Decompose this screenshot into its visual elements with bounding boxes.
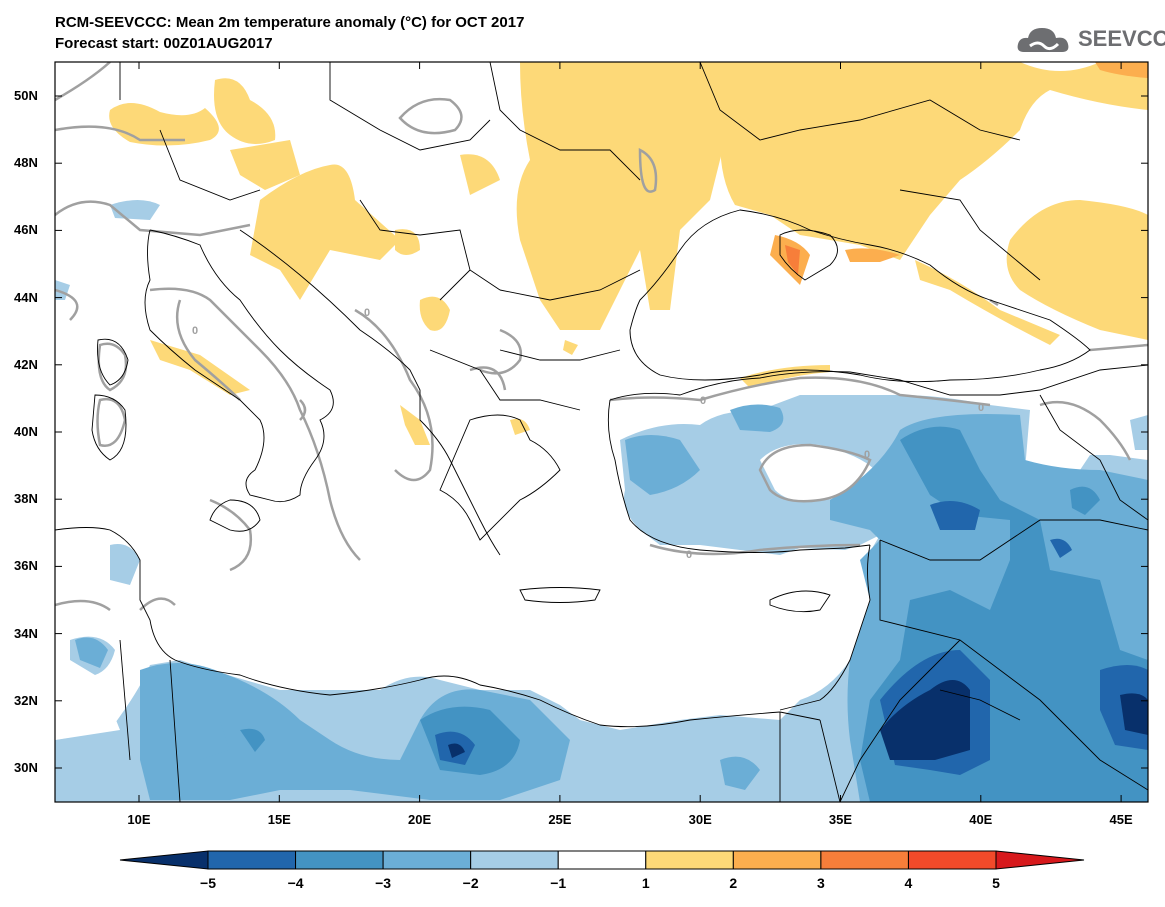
- colorbar-segment: [382, 850, 472, 870]
- colorbar-label: −4: [287, 875, 304, 891]
- latitude-label: 38N: [14, 491, 38, 507]
- seevccc-logo: SEEVCCC: [1016, 22, 1165, 58]
- colorbar-label: 2: [729, 875, 738, 891]
- coastlines: [55, 62, 1148, 802]
- colorbar-segment: [470, 850, 559, 870]
- colorbar-label: 4: [904, 875, 913, 891]
- zero-contours: [55, 62, 1148, 612]
- longitude-label: 25E: [548, 812, 572, 827]
- colorbar-label: −2: [462, 875, 479, 891]
- colorbar: [119, 850, 1085, 870]
- latitude-label: 48N: [14, 155, 38, 171]
- longitude-label: 40E: [969, 812, 993, 827]
- longitude-label: 35E: [828, 812, 853, 827]
- longitude-label: 20E: [408, 812, 432, 827]
- longitude-label: 30E: [688, 812, 712, 827]
- cold-5-areas: [448, 680, 1148, 760]
- contour-label: 0: [864, 449, 870, 461]
- latitude-label: 36N: [14, 558, 38, 574]
- latitude-label: 32N: [14, 692, 38, 708]
- colorbar-label: 3: [816, 875, 825, 891]
- colorbar-segment: [207, 850, 297, 870]
- title-line-2: Forecast start: 00Z01AUG2017: [55, 35, 273, 52]
- longitude-label: 15E: [267, 812, 291, 827]
- colorbar-label: 5: [992, 875, 1000, 891]
- colorbar-segment: [820, 850, 909, 870]
- colorbar-segment: [907, 850, 997, 870]
- colorbar-segment: [995, 850, 1085, 870]
- colorbar-segment: [732, 850, 822, 870]
- latitude-label: 46N: [14, 222, 38, 238]
- longitude-label: 45E: [1109, 812, 1133, 827]
- map-fields: 0 0 0 0 0 0: [55, 62, 1148, 802]
- colorbar-segment: [557, 850, 647, 870]
- latitude-label: 40N: [14, 424, 38, 439]
- contour-label: 0: [192, 325, 198, 337]
- latitude-label: 42N: [14, 356, 38, 372]
- colorbar-label: 1: [641, 875, 650, 891]
- longitude-label: 10E: [127, 812, 151, 827]
- axis-ticks: [55, 62, 1148, 802]
- latitude-label: 44N: [14, 289, 38, 305]
- colorbar-segment: [295, 850, 384, 870]
- colorbar-label: −1: [550, 875, 567, 891]
- latitude-label: 50N: [14, 88, 38, 103]
- cloud-icon: [1017, 28, 1069, 52]
- latitude-label: 30N: [14, 760, 38, 775]
- colorbar-label: −5: [200, 875, 216, 891]
- logo-text: SEEVCCC: [1078, 26, 1165, 51]
- colorbar-segment: [119, 850, 209, 870]
- contour-label: 0: [686, 549, 692, 561]
- title-line-1: RCM-SEEVCCC: Mean 2m temperature anomaly…: [55, 14, 525, 31]
- warm-areas-3: [785, 245, 800, 275]
- contour-label: 0: [364, 307, 370, 319]
- latitude-label: 34N: [14, 625, 38, 641]
- contour-labels: 0 0 0 0 0 0: [192, 307, 984, 561]
- contour-label: 0: [978, 402, 984, 414]
- contour-label: 0: [700, 395, 706, 407]
- colorbar-segment: [645, 850, 734, 870]
- colorbar-label: −3: [375, 875, 392, 891]
